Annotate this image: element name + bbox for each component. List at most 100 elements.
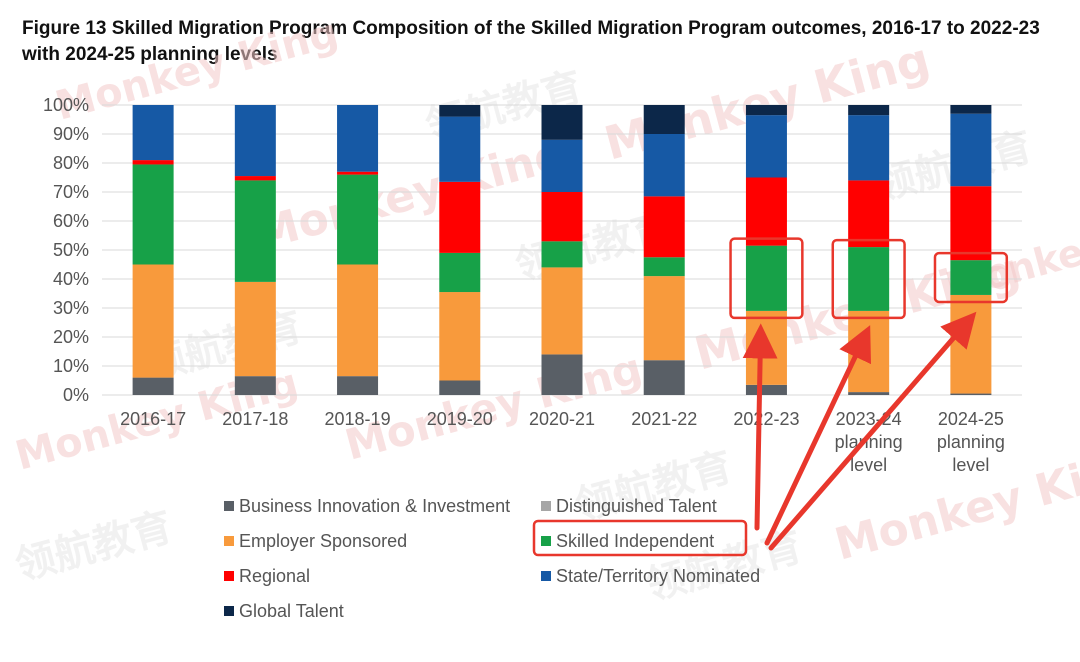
bar-state-territory-nominated [643,134,685,197]
chart-title: Figure 13 Skilled Migration Program Comp… [22,18,1040,65]
x-tick-label: 2022-23 [733,409,799,429]
bar-state-territory-nominated [132,105,174,161]
legend-label-business-innovation-investment: Business Innovation & Investment [239,496,510,516]
legend-swatch-employer-sponsored [224,536,234,546]
bar-skilled-independent [643,257,685,277]
y-tick-label: 30% [53,298,89,318]
annotations [532,237,1009,557]
legend-swatch-skilled-independent [541,536,551,546]
bar-business-innovation-investment [848,392,890,395]
y-tick-label: 20% [53,327,89,347]
x-tick-label: 2021-22 [631,409,697,429]
y-tick-label: 10% [53,356,89,376]
bar-global-talent [439,105,481,117]
bar-business-innovation-investment [643,360,685,395]
bar-business-innovation-investment [337,376,379,395]
bar-skilled-independent [848,247,890,311]
bar-skilled-independent [745,245,787,311]
bar-regional [132,160,174,165]
watermark-text: Monkey King [250,129,572,261]
bar-employer-sponsored [541,267,583,355]
bar-employer-sponsored [745,310,787,385]
annotation-arrow [768,311,977,551]
bar-state-territory-nominated [745,115,787,178]
watermark-text: Monkey King [51,10,343,130]
bar-regional [745,177,787,246]
legend-label-regional: Regional [239,566,310,586]
bars [132,105,992,395]
legend: Business Innovation & Investment Distingu… [224,496,760,621]
bar-employer-sponsored [439,292,481,381]
x-tick-label: planning [835,432,903,452]
x-tick-label: 2019-20 [427,409,493,429]
bar-business-innovation-investment [439,380,481,395]
bar-business-innovation-investment [132,377,174,395]
x-tick-label: 2020-21 [529,409,595,429]
bar-business-innovation-investment [541,354,583,395]
legend-swatch-regional [224,571,234,581]
bar-regional [950,186,992,261]
bar-regional [439,181,481,253]
bar-skilled-independent [541,241,583,268]
bar-employer-sponsored [234,281,276,377]
bar-global-talent [848,105,890,116]
bar-employer-sponsored [848,310,890,393]
bar-business-innovation-investment [234,376,276,395]
annotation-arrow [742,323,778,531]
legend-label-employer-sponsored: Employer Sponsored [239,531,407,551]
x-tick-label: 2018-19 [325,409,391,429]
highlight-box [933,251,1009,304]
y-tick-label: 40% [53,269,89,289]
bar-global-talent [745,105,787,116]
bar-skilled-independent [439,252,481,293]
bar-skilled-independent [234,180,276,282]
legend-highlight-box [532,519,748,557]
x-tick-label: 2024-25 [938,409,1004,429]
legend-swatch-state-territory-nominated [541,571,551,581]
y-axis-ticks: 0% 10% 20% 30% 40% 50% 60% 70% 80% 90% 100% [43,95,89,405]
x-tick-label: level [952,455,989,475]
bar-regional [541,192,583,242]
bar-employer-sponsored [132,264,174,378]
bar-state-territory-nominated [950,113,992,187]
legend-swatch-distinguished-talent [541,501,551,511]
highlight-box [729,237,804,320]
bar-state-territory-nominated [337,105,379,172]
bar-global-talent [643,105,685,134]
bar-employer-sponsored [950,294,992,394]
y-tick-label: 60% [53,211,89,231]
legend-label-distinguished-talent: Distinguished Talent [556,496,717,516]
bar-regional [337,171,379,175]
y-tick-label: 90% [53,124,89,144]
watermark-text: 领航教育 [11,504,177,590]
x-tick-label: 2016-17 [120,409,186,429]
legend-label-state-territory-nominated: State/Territory Nominated [556,566,760,586]
bar-skilled-independent [132,164,174,265]
bar-skilled-independent [337,174,379,265]
watermark-text: 领航教育 [571,444,737,530]
legend-label-skilled-independent: Skilled Independent [556,531,714,551]
x-tick-label: level [850,455,887,475]
y-tick-label: 100% [43,95,89,115]
x-tick-label: planning [937,432,1005,452]
bar-business-innovation-investment [745,384,787,395]
legend-swatch-business-innovation-investment [224,501,234,511]
bar-regional [234,176,276,181]
bar-employer-sponsored [643,276,685,361]
bar-regional [848,180,890,248]
y-tick-label: 50% [53,240,89,260]
y-tick-label: 70% [53,182,89,202]
x-tick-label: 2017-18 [222,409,288,429]
bar-state-territory-nominated [439,116,481,182]
bar-skilled-independent [950,260,992,295]
bar-state-territory-nominated [541,139,583,192]
bar-state-territory-nominated [234,105,276,177]
bar-state-territory-nominated [848,115,890,181]
y-tick-label: 0% [63,385,89,405]
bar-global-talent [541,105,583,140]
x-axis-ticks: 2016-17 2017-18 2018-19 2019-20 2020-21 2021-… [120,409,1005,475]
bar-regional [643,196,685,258]
watermark-text: Monkey King [340,343,647,469]
highlight-box [831,238,906,320]
